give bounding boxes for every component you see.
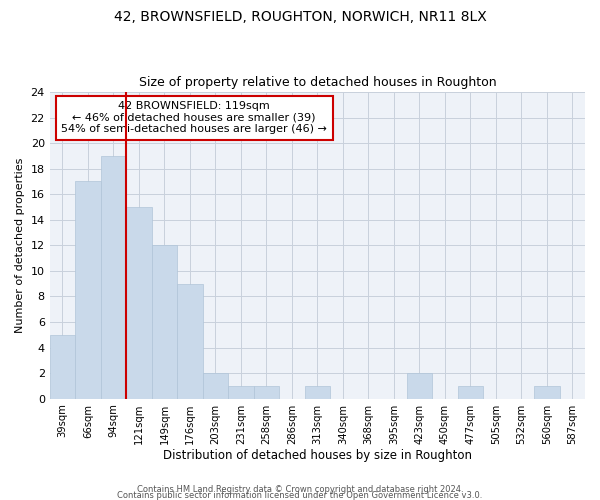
- Bar: [101, 156, 126, 398]
- Bar: [534, 386, 560, 398]
- Bar: [305, 386, 330, 398]
- Bar: [203, 373, 228, 398]
- Text: Contains HM Land Registry data © Crown copyright and database right 2024.: Contains HM Land Registry data © Crown c…: [137, 484, 463, 494]
- Bar: [75, 182, 101, 398]
- Bar: [126, 207, 152, 398]
- Text: 42 BROWNSFIELD: 119sqm
← 46% of detached houses are smaller (39)
54% of semi-det: 42 BROWNSFIELD: 119sqm ← 46% of detached…: [61, 102, 327, 134]
- Bar: [254, 386, 279, 398]
- X-axis label: Distribution of detached houses by size in Roughton: Distribution of detached houses by size …: [163, 450, 472, 462]
- Text: Contains public sector information licensed under the Open Government Licence v3: Contains public sector information licen…: [118, 490, 482, 500]
- Bar: [177, 284, 203, 399]
- Y-axis label: Number of detached properties: Number of detached properties: [15, 158, 25, 333]
- Bar: [50, 335, 75, 398]
- Bar: [228, 386, 254, 398]
- Text: 42, BROWNSFIELD, ROUGHTON, NORWICH, NR11 8LX: 42, BROWNSFIELD, ROUGHTON, NORWICH, NR11…: [113, 10, 487, 24]
- Bar: [407, 373, 432, 398]
- Title: Size of property relative to detached houses in Roughton: Size of property relative to detached ho…: [139, 76, 496, 90]
- Bar: [152, 246, 177, 398]
- Bar: [458, 386, 483, 398]
